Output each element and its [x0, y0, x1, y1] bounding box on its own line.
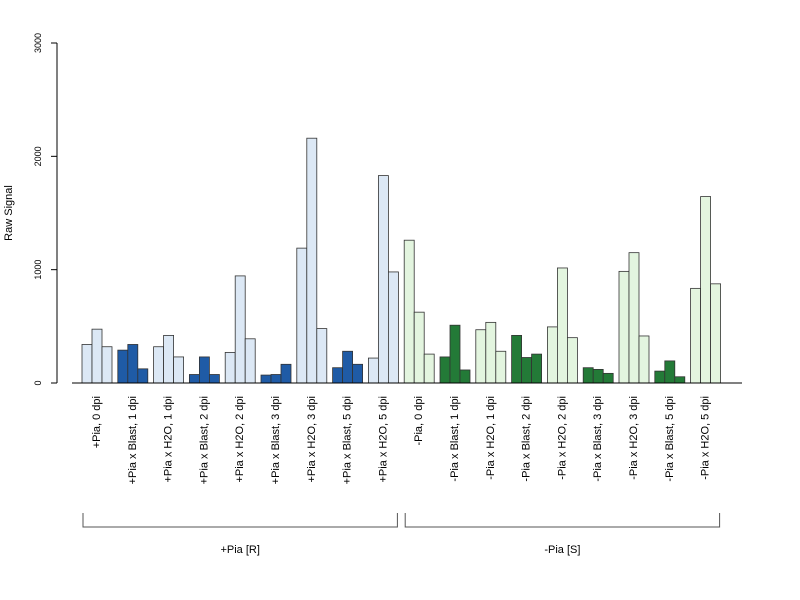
y-tick-label: 0	[33, 380, 43, 385]
bar	[306, 137, 318, 384]
x-tick-label: +Pia x H2O, 3 dpi	[306, 396, 318, 483]
bar	[403, 239, 415, 384]
x-tick-label: +Pia, 0 dpi	[91, 396, 103, 448]
bar	[475, 329, 487, 384]
x-tick-label: +Pia x H2O, 2 dpi	[234, 396, 246, 483]
x-tick-label: -Pia, 0 dpi	[413, 396, 425, 446]
bars	[81, 137, 721, 384]
bar	[137, 368, 149, 384]
bar	[367, 357, 379, 384]
bar	[602, 372, 614, 384]
bar	[638, 335, 650, 384]
bar	[270, 374, 282, 384]
y-tick-label: 1000	[33, 260, 43, 280]
x-tick-label: -Pia x Blast, 3 dpi	[592, 396, 604, 482]
bar	[547, 326, 558, 384]
bar	[342, 350, 354, 384]
bar	[511, 334, 523, 384]
bar	[700, 196, 711, 384]
bar	[387, 271, 399, 384]
y-tick-label: 3000	[33, 33, 43, 53]
bar	[153, 346, 165, 384]
bar	[531, 353, 542, 384]
bar	[173, 356, 185, 384]
bar	[521, 357, 532, 384]
bar	[198, 356, 210, 384]
bar	[674, 376, 686, 384]
bar	[91, 328, 103, 384]
bar	[296, 247, 308, 384]
x-tick-label: +Pia x Blast, 1 dpi	[127, 396, 139, 484]
group-bracket	[404, 513, 721, 528]
y-axis-label: Raw Signal	[3, 185, 15, 241]
bar	[710, 283, 721, 384]
bar	[188, 374, 200, 384]
x-tick-label: +Pia x Blast, 3 dpi	[270, 396, 282, 484]
y-axis: 0 1000 2000 3000	[33, 33, 58, 386]
bar	[280, 363, 292, 384]
bar	[352, 363, 364, 384]
bar	[260, 374, 272, 384]
x-tick-label: +Pia x H2O, 1 dpi	[163, 396, 175, 483]
x-tick-label: -Pia x H2O, 3 dpi	[628, 396, 640, 480]
bar	[495, 350, 507, 384]
bar	[377, 175, 389, 384]
bar	[582, 367, 594, 384]
bar	[244, 338, 256, 384]
bar	[234, 275, 246, 384]
x-tick-labels: +Pia, 0 dpi +Pia x Blast, 1 dpi +Pia x H2O…	[91, 396, 712, 484]
x-tick-label: -Pia x H2O, 2 dpi	[556, 396, 568, 480]
bar	[81, 344, 93, 384]
x-tick-label: -Pia x H2O, 1 dpi	[485, 396, 497, 480]
group-bracket	[82, 513, 398, 528]
bar	[592, 368, 604, 384]
bar	[163, 334, 175, 384]
bar	[127, 344, 139, 384]
bar	[690, 287, 701, 384]
bar	[654, 370, 666, 384]
bar	[439, 356, 451, 384]
bar	[567, 337, 578, 384]
group-brackets: +Pia [R] -Pia [S]	[82, 513, 721, 556]
y-tick-label: 2000	[33, 146, 43, 166]
bar	[413, 311, 425, 384]
bar	[628, 252, 640, 384]
bar	[664, 360, 676, 384]
group-label: +Pia [R]	[220, 544, 259, 556]
bar	[332, 367, 344, 384]
x-tick-label: -Pia x Blast, 1 dpi	[449, 396, 461, 482]
bar	[618, 270, 630, 384]
bar	[459, 369, 471, 384]
x-tick-label: +Pia x Blast, 5 dpi	[342, 396, 354, 484]
bar	[449, 324, 461, 384]
x-tick-label: +Pia x H2O, 5 dpi	[377, 396, 389, 483]
bar	[316, 328, 328, 384]
bar	[423, 353, 435, 384]
x-tick-label: -Pia x Blast, 5 dpi	[664, 396, 676, 482]
bar	[557, 267, 568, 384]
bar	[224, 351, 236, 384]
x-tick-label: -Pia x Blast, 2 dpi	[521, 396, 533, 482]
group-label: -Pia [S]	[544, 544, 580, 556]
bar	[485, 321, 497, 384]
x-tick-label: -Pia x H2O, 5 dpi	[700, 396, 712, 480]
x-tick-label: +Pia x Blast, 2 dpi	[198, 396, 210, 484]
bar	[101, 346, 113, 384]
bar	[117, 349, 129, 384]
bar	[208, 374, 220, 384]
